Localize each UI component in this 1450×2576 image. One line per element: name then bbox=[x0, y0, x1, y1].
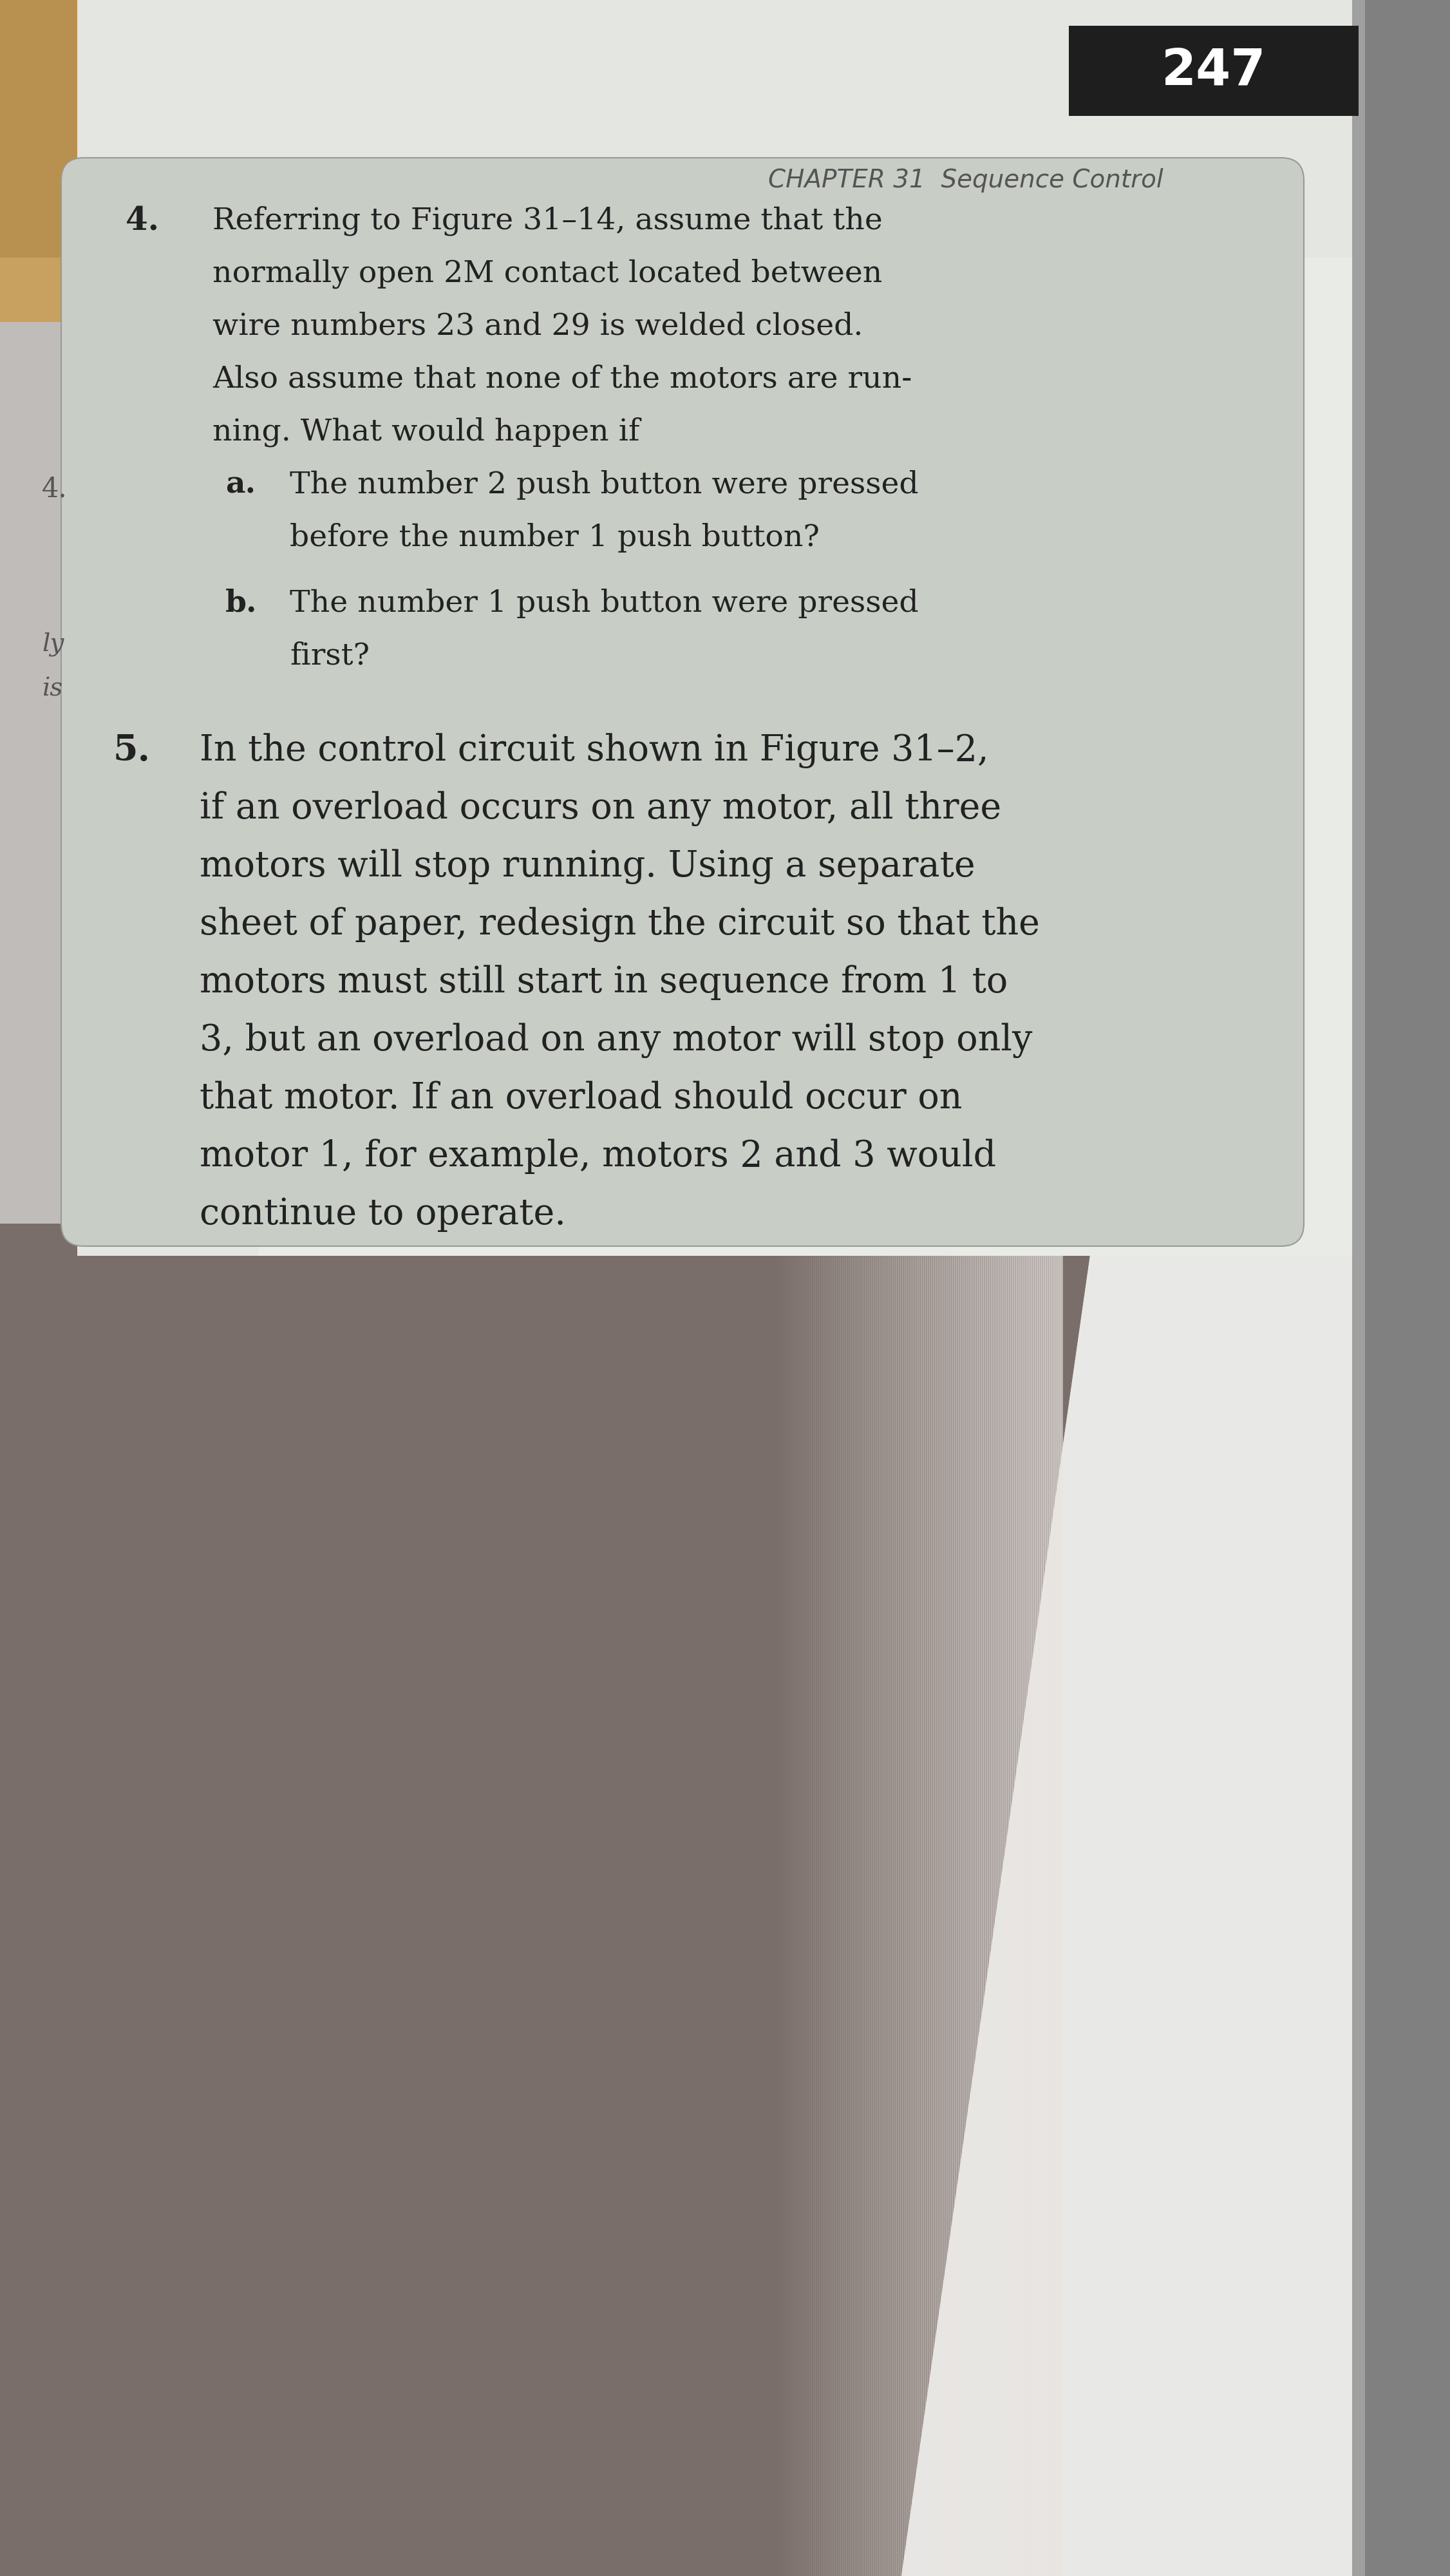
Text: 247: 247 bbox=[1161, 46, 1266, 95]
Text: ning. What would happen if: ning. What would happen if bbox=[213, 417, 639, 448]
Text: that motor. If an overload should occur on: that motor. If an overload should occur … bbox=[200, 1082, 963, 1115]
Text: motor 1, for example, motors 2 and 3 would: motor 1, for example, motors 2 and 3 wou… bbox=[200, 1139, 996, 1175]
Text: 5.: 5. bbox=[113, 732, 149, 768]
Text: if an overload occurs on any motor, all three: if an overload occurs on any motor, all … bbox=[200, 791, 1002, 827]
Text: first?: first? bbox=[290, 641, 370, 670]
Polygon shape bbox=[258, 258, 1372, 1257]
FancyBboxPatch shape bbox=[61, 157, 1304, 1247]
Text: The number 2 push button were pressed: The number 2 push button were pressed bbox=[290, 469, 918, 500]
Text: is: is bbox=[42, 677, 62, 701]
Polygon shape bbox=[77, 0, 1372, 1257]
Text: before the number 1 push button?: before the number 1 push button? bbox=[290, 523, 819, 554]
Text: continue to operate.: continue to operate. bbox=[200, 1195, 566, 1231]
Text: Also assume that none of the motors are run-: Also assume that none of the motors are … bbox=[213, 363, 912, 394]
Text: wire numbers 23 and 29 is welded closed.: wire numbers 23 and 29 is welded closed. bbox=[213, 312, 863, 340]
Bar bbox=[1364, 0, 1450, 2576]
Bar bbox=[0, 0, 1030, 322]
Text: In the control circuit shown in Figure 31–2,: In the control circuit shown in Figure 3… bbox=[200, 732, 989, 768]
Text: motors must still start in sequence from 1 to: motors must still start in sequence from… bbox=[200, 963, 1008, 999]
Polygon shape bbox=[902, 1224, 1450, 2576]
Bar bbox=[1353, 0, 1372, 2576]
Polygon shape bbox=[0, 1224, 1095, 2576]
Text: a.: a. bbox=[225, 469, 255, 500]
Text: 3, but an overload on any motor will stop only: 3, but an overload on any motor will sto… bbox=[200, 1023, 1032, 1059]
Text: normally open 2M contact located between: normally open 2M contact located between bbox=[213, 260, 883, 289]
Bar bbox=[1069, 26, 1359, 116]
Text: b.: b. bbox=[225, 590, 257, 618]
Text: sheet of paper, redesign the circuit so that the: sheet of paper, redesign the circuit so … bbox=[200, 907, 1040, 943]
Bar bbox=[0, 0, 708, 258]
Text: ly: ly bbox=[42, 631, 64, 657]
Text: 4.: 4. bbox=[42, 477, 67, 502]
Text: The number 1 push button were pressed: The number 1 push button were pressed bbox=[290, 590, 918, 618]
Text: 4.: 4. bbox=[126, 206, 160, 237]
Text: Referring to Figure 31–14, assume that the: Referring to Figure 31–14, assume that t… bbox=[213, 206, 883, 237]
Text: motors will stop running. Using a separate: motors will stop running. Using a separa… bbox=[200, 850, 976, 884]
Text: CHAPTER 31  Sequence Control: CHAPTER 31 Sequence Control bbox=[769, 167, 1163, 193]
